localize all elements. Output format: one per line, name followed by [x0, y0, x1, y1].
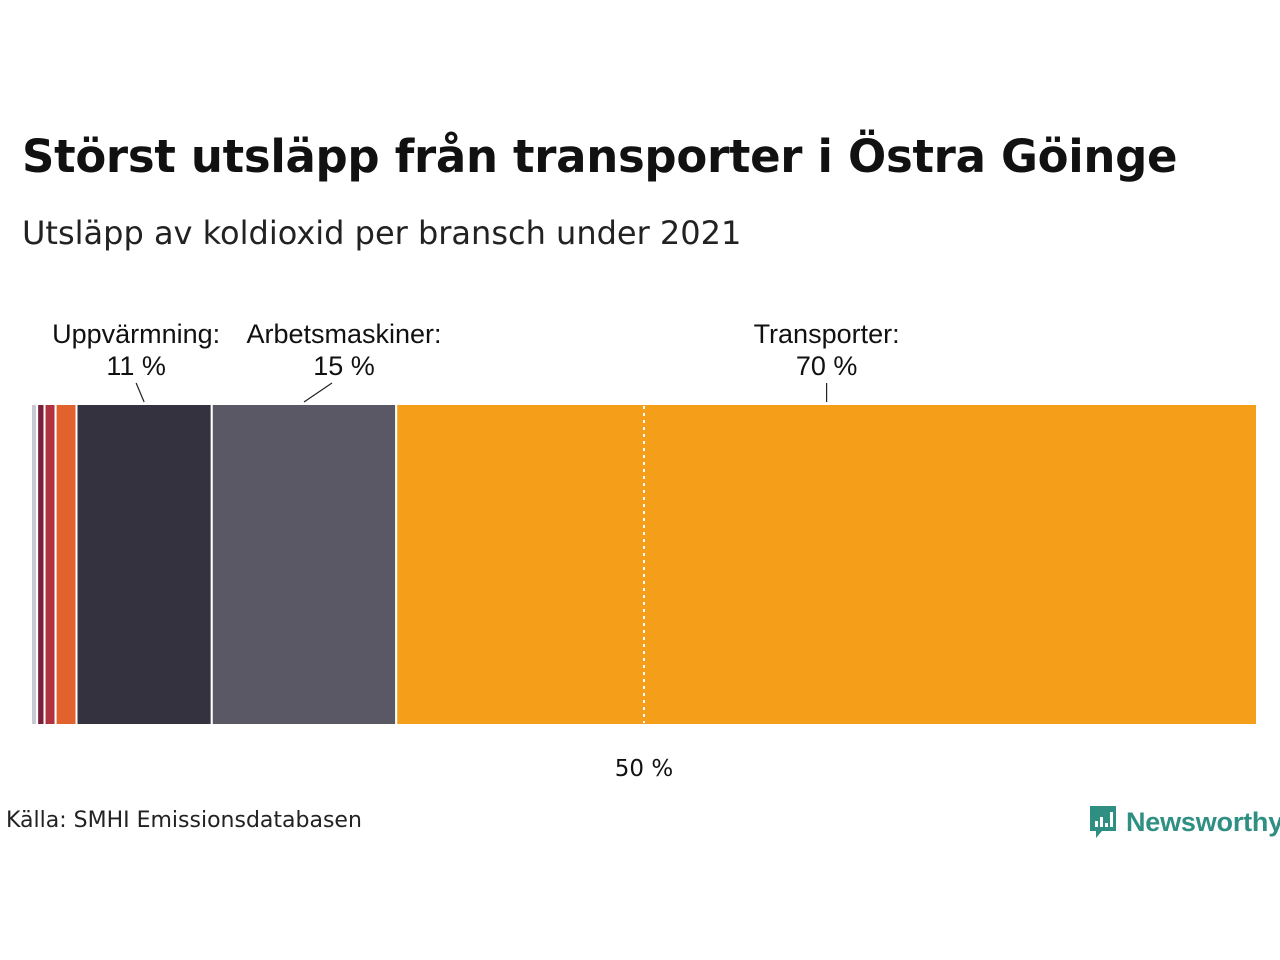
segment-value-label: 11 % — [106, 351, 166, 381]
segment-value-label: 15 % — [313, 351, 375, 381]
bar-segment-arbetsmaskiner — [210, 403, 398, 726]
newsworthy-logo-icon — [1090, 806, 1116, 838]
source-note: Källa: SMHI Emissionsdatabasen — [6, 808, 362, 833]
bar-segment-2 — [43, 403, 57, 726]
segment-label: Transporter: — [754, 319, 900, 349]
bar-segments — [30, 403, 1258, 726]
page-subtitle: Utsläpp av koldioxid per bransch under 2… — [22, 214, 742, 252]
brand-name: Newsworthy — [1126, 806, 1280, 837]
segment-label: Arbetsmaskiner: — [246, 319, 441, 349]
bar-segment-3 — [54, 403, 78, 726]
segment-labels: Uppvärmning:11 % Arbetsmaskiner:15 % Trans… — [52, 319, 900, 403]
bar-segment-transporter — [395, 403, 1258, 726]
page-title: Störst utsläpp från transporter i Östra … — [22, 130, 1178, 183]
reference-line-label: 50 % — [615, 756, 673, 782]
segment-leader-line — [303, 382, 333, 403]
segment-value-label: 70 % — [796, 351, 858, 381]
bar-segment-uppvärmning — [75, 403, 213, 726]
brand-logo: Newsworthy — [1088, 804, 1280, 840]
segment-leader-line — [135, 382, 145, 403]
bar-segment-1 — [36, 403, 46, 726]
segment-label: Uppvärmning: — [52, 319, 220, 349]
